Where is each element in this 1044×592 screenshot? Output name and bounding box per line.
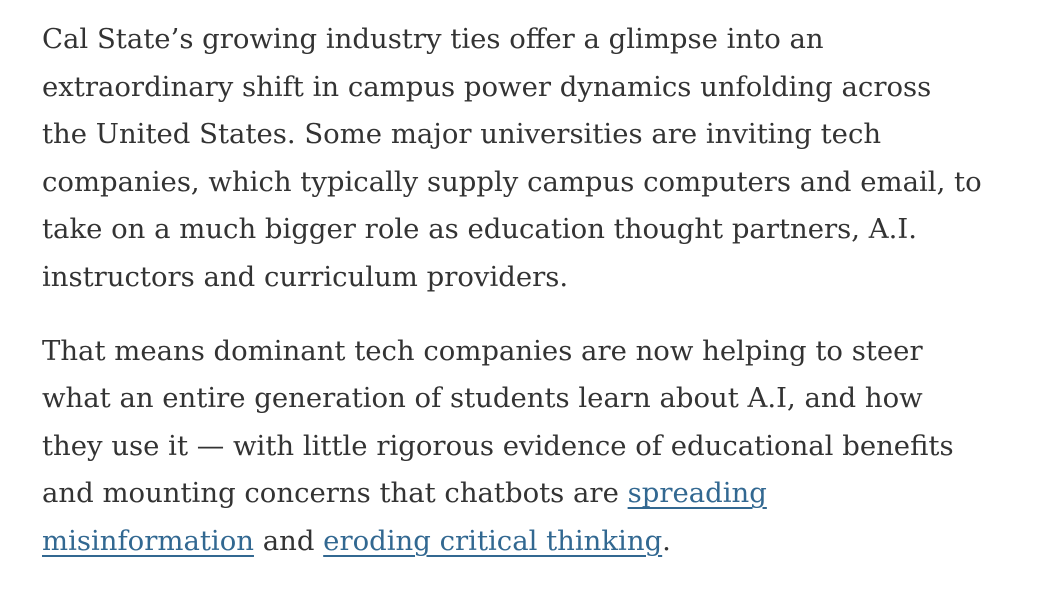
text-segment: and — [253, 524, 324, 557]
inline-link[interactable]: misinformation — [42, 524, 254, 557]
inline-link[interactable]: spreading — [627, 477, 767, 510]
article-paragraph: That means dominant tech companies are n… — [42, 328, 982, 566]
text-segment: extraordinary shift in campus power dyna… — [42, 70, 932, 103]
article-body: Cal State’s growing industry ties offer … — [42, 16, 982, 592]
text-line: Cal State’s growing industry ties offer … — [42, 16, 982, 64]
text-segment: and mounting concerns that chatbots are — [42, 477, 628, 510]
text-segment: Cal State’s growing industry ties offer … — [42, 23, 824, 55]
text-line: the United States. Some major universiti… — [42, 111, 982, 159]
text-segment: companies, which typically supply campus… — [42, 165, 982, 198]
text-segment: what an entire generation of students le… — [42, 382, 923, 415]
article-paragraph: Cal State’s growing industry ties offer … — [42, 16, 982, 302]
text-segment: take on a much bigger role as education … — [42, 213, 917, 246]
text-segment: . — [662, 524, 671, 557]
text-line: and mounting concerns that chatbots are … — [42, 470, 982, 518]
inline-link[interactable]: eroding critical thinking — [323, 524, 663, 557]
text-line: instructors and curriculum providers. — [42, 254, 982, 302]
text-line: they use it — with little rigorous evide… — [42, 423, 982, 471]
text-segment: That means dominant tech companies are n… — [42, 334, 923, 367]
text-line: That means dominant tech companies are n… — [42, 328, 982, 376]
text-segment: instructors and curriculum providers. — [42, 260, 569, 293]
text-line: misinformation and eroding critical thin… — [42, 518, 982, 566]
text-line: take on a much bigger role as education … — [42, 206, 982, 254]
text-line: companies, which typically supply campus… — [42, 159, 982, 207]
text-line: what an entire generation of students le… — [42, 375, 982, 423]
text-segment: the United States. Some major universiti… — [42, 118, 882, 151]
text-segment: they use it — with little rigorous evide… — [42, 429, 954, 462]
text-line: extraordinary shift in campus power dyna… — [42, 64, 982, 112]
